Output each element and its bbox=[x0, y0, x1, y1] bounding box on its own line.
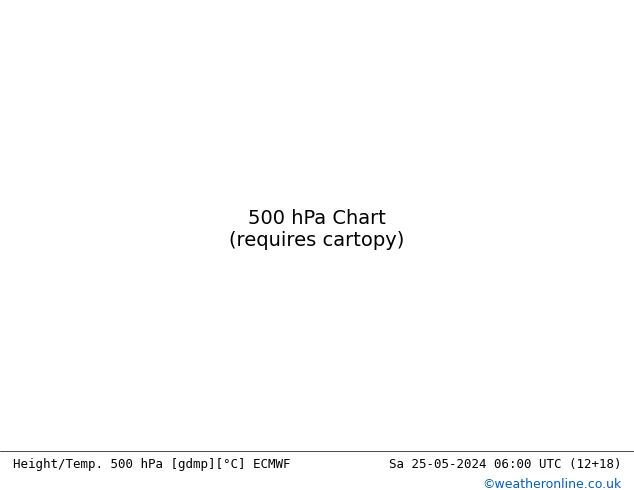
Text: Sa 25-05-2024 06:00 UTC (12+18): Sa 25-05-2024 06:00 UTC (12+18) bbox=[389, 458, 621, 471]
Text: 500 hPa Chart
(requires cartopy): 500 hPa Chart (requires cartopy) bbox=[230, 209, 404, 250]
Text: Height/Temp. 500 hPa [gdmp][°C] ECMWF: Height/Temp. 500 hPa [gdmp][°C] ECMWF bbox=[13, 458, 290, 471]
Text: ©weatheronline.co.uk: ©weatheronline.co.uk bbox=[482, 478, 621, 490]
